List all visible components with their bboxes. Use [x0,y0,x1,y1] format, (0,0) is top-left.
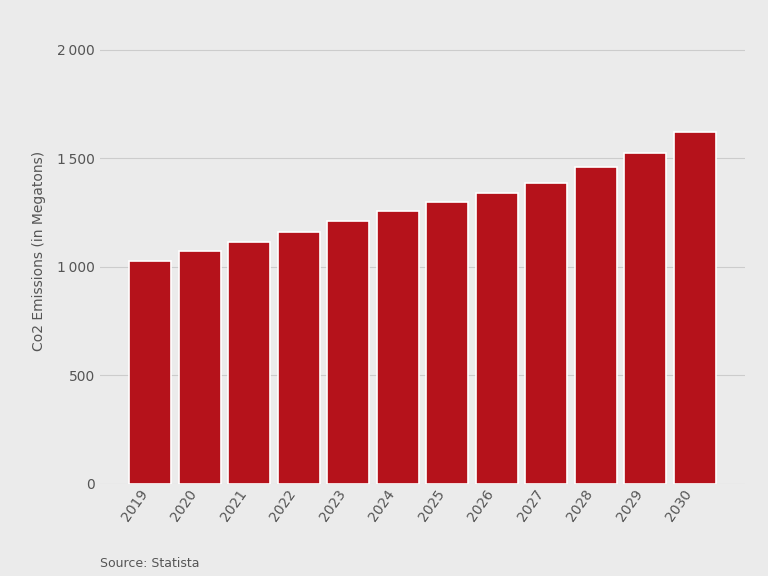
Bar [179,251,220,484]
Text: Source: Statista: Source: Statista [100,557,200,570]
Bar [525,183,567,484]
Bar [228,242,270,484]
Bar [624,153,666,484]
Bar [426,202,468,484]
Bar [475,193,518,484]
Bar [129,262,171,484]
Bar [278,232,319,484]
Bar [674,132,716,484]
Bar [376,211,419,484]
Y-axis label: Co2 Emissions (in Megatons): Co2 Emissions (in Megatons) [32,150,46,351]
Bar [327,221,369,484]
Bar [574,167,617,484]
